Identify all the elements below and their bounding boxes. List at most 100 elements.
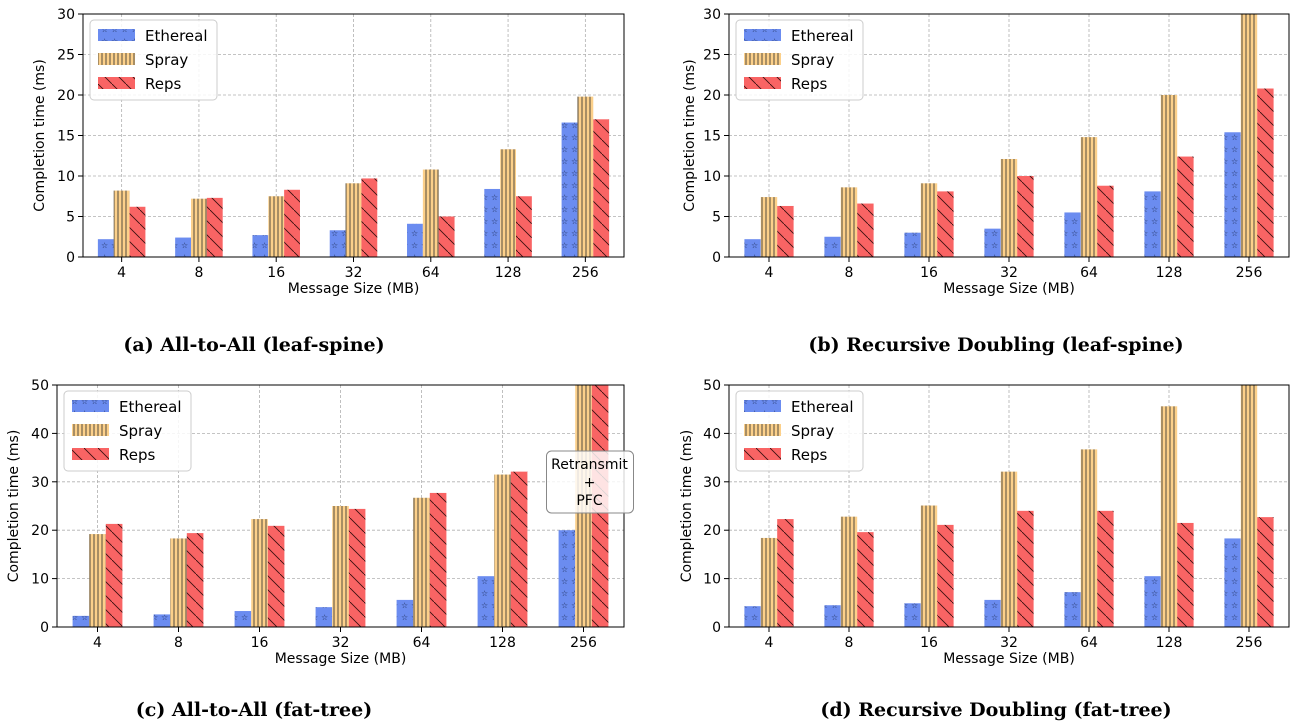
bar-reps-64 [438, 216, 455, 257]
legend-swatch-reps [72, 448, 109, 460]
legend-swatch-ethereal [72, 400, 109, 412]
legend-label-ethereal: Ethereal [119, 398, 182, 416]
x-tick-label: 4 [765, 635, 774, 651]
bar-ethereal-16 [904, 603, 921, 627]
bar-reps-8 [857, 203, 874, 257]
legend-label-reps: Reps [791, 446, 827, 464]
y-axis-label: Completion time (ms) [682, 59, 698, 212]
annotation-line: PFC [576, 493, 602, 509]
figure-caption: (d) Recursive Doubling (fat-tree) [820, 699, 1171, 721]
bar-ethereal-128 [477, 576, 495, 627]
x-tick-label: 8 [194, 265, 203, 281]
bar-reps-32 [348, 508, 366, 627]
bar-spray-32 [332, 506, 349, 627]
y-tick-label: 50 [31, 378, 49, 394]
bar-ethereal-128 [1144, 576, 1161, 627]
y-tick-label: 0 [40, 620, 49, 636]
bar-ethereal-128 [484, 188, 501, 257]
legend-swatch-reps [98, 77, 135, 89]
y-tick-label: 15 [57, 129, 75, 145]
legend-swatch-reps [744, 448, 781, 460]
legend-swatch-ethereal [744, 400, 781, 412]
legend-label-reps: Reps [791, 75, 827, 93]
bar-ethereal-8 [175, 237, 192, 257]
bar-spray-32 [1000, 471, 1018, 627]
bar-spray-4 [760, 197, 778, 257]
x-axis-label: Message Size (MB) [275, 651, 407, 667]
bar-spray-64 [413, 497, 430, 627]
legend-swatch-spray [744, 424, 781, 436]
bar-reps-8 [186, 533, 204, 627]
legend-swatch-ethereal [98, 29, 135, 41]
x-tick-label: 16 [251, 635, 269, 651]
y-tick-label: 5 [712, 210, 721, 226]
x-tick-label: 256 [570, 635, 597, 651]
bar-spray-256 [1240, 385, 1258, 627]
x-tick-label: 64 [422, 265, 440, 281]
x-tick-label: 128 [1156, 635, 1183, 651]
y-tick-label: 10 [703, 572, 721, 588]
bar-ethereal-4 [97, 239, 114, 257]
bar-spray-8 [191, 198, 207, 257]
bar-reps-16 [284, 189, 300, 257]
y-tick-label: 15 [703, 129, 721, 145]
x-tick-label: 8 [174, 635, 183, 651]
bar-ethereal-256 [1224, 538, 1241, 627]
y-tick-label: 20 [703, 523, 721, 539]
bar-reps-32 [361, 178, 378, 257]
bar-spray-128 [1160, 406, 1178, 627]
bar-reps-64 [429, 492, 447, 627]
y-tick-label: 10 [31, 572, 49, 588]
legend-swatch-reps [744, 77, 781, 89]
legend-swatch-spray [72, 424, 109, 436]
y-axis-label: Completion time (ms) [679, 430, 695, 583]
y-axis-label: Completion time (ms) [6, 430, 22, 583]
bar-spray-4 [89, 534, 106, 627]
y-tick-label: 10 [57, 169, 75, 185]
legend-label-reps: Reps [145, 75, 181, 93]
x-tick-label: 256 [572, 265, 599, 281]
bar-spray-16 [920, 505, 938, 627]
y-axis-label: Completion time (ms) [32, 59, 48, 212]
x-tick-label: 32 [1000, 635, 1018, 651]
bar-ethereal-4 [744, 606, 761, 627]
x-axis-label: Message Size (MB) [288, 281, 420, 297]
y-tick-label: 5 [66, 210, 75, 226]
y-tick-label: 30 [57, 7, 75, 23]
x-tick-label: 16 [267, 265, 285, 281]
bar-reps-32 [1017, 176, 1034, 257]
x-tick-label: 16 [920, 635, 938, 651]
bar-ethereal-32 [984, 228, 1001, 257]
bar-ethereal-16 [234, 611, 252, 627]
y-tick-label: 40 [31, 426, 49, 442]
y-tick-label: 0 [712, 250, 721, 266]
legend: Ethereal Spray Reps [735, 19, 864, 101]
figure-caption: (b) Recursive Doubling (leaf-spine) [808, 334, 1183, 356]
bar-spray-64 [1080, 449, 1098, 627]
x-tick-label: 16 [920, 265, 938, 281]
bar-reps-4 [777, 519, 794, 627]
bar-reps-8 [857, 532, 874, 627]
bar-reps-4 [105, 523, 123, 627]
x-tick-label: 32 [345, 265, 363, 281]
bar-ethereal-64 [407, 223, 423, 257]
legend: Ethereal Spray Reps [735, 390, 864, 472]
y-tick-label: 0 [712, 620, 721, 636]
x-tick-label: 32 [332, 635, 350, 651]
y-tick-label: 25 [703, 48, 721, 64]
bar-ethereal-8 [153, 614, 171, 627]
bar-ethereal-32 [329, 230, 346, 257]
legend-swatch-spray [744, 53, 781, 65]
legend-label-spray: Spray [791, 422, 834, 440]
bar-ethereal-32 [315, 607, 333, 627]
chart-d: 0 10 20 30 40 50 4 8 16 32 64 128 256 Message Size (M… [679, 378, 1290, 667]
y-tick-label: 30 [31, 475, 49, 491]
bar-ethereal-64 [1064, 592, 1081, 627]
legend-swatch-spray [98, 53, 135, 65]
bar-spray-32 [345, 183, 362, 257]
plot-frame [82, 13, 625, 258]
legend-label-spray: Spray [145, 51, 188, 69]
bar-spray-8 [840, 516, 858, 627]
bar-reps-8 [206, 197, 223, 257]
bar-reps-64 [1097, 185, 1114, 257]
